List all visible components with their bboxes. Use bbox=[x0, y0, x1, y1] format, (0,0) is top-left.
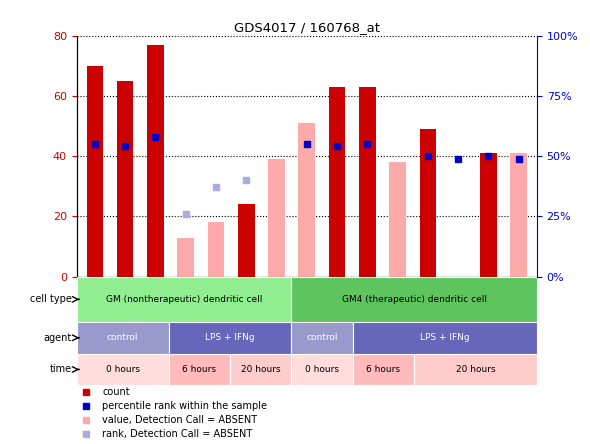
Bar bbox=[353, 322, 537, 353]
Bar bbox=[329, 87, 345, 277]
Title: GDS4017 / 160768_at: GDS4017 / 160768_at bbox=[234, 21, 380, 34]
Text: 0 hours: 0 hours bbox=[305, 365, 339, 374]
Text: value, Detection Call = ABSENT: value, Detection Call = ABSENT bbox=[102, 415, 257, 425]
Bar bbox=[117, 81, 133, 277]
Bar bbox=[299, 123, 315, 277]
Bar bbox=[169, 322, 291, 353]
Text: GM4 (therapeutic) dendritic cell: GM4 (therapeutic) dendritic cell bbox=[342, 295, 487, 304]
Bar bbox=[77, 353, 169, 385]
Text: control: control bbox=[107, 333, 139, 342]
Bar bbox=[419, 129, 436, 277]
Bar bbox=[169, 353, 230, 385]
Text: agent: agent bbox=[44, 333, 72, 343]
Bar bbox=[353, 353, 414, 385]
Text: LPS + IFNg: LPS + IFNg bbox=[205, 333, 255, 342]
Text: percentile rank within the sample: percentile rank within the sample bbox=[102, 401, 267, 411]
Text: 6 hours: 6 hours bbox=[182, 365, 217, 374]
Bar bbox=[147, 44, 164, 277]
Bar bbox=[268, 159, 285, 277]
Bar bbox=[230, 353, 291, 385]
Text: GM (nontherapeutic) dendritic cell: GM (nontherapeutic) dendritic cell bbox=[106, 295, 263, 304]
Text: LPS + IFNg: LPS + IFNg bbox=[420, 333, 470, 342]
Text: time: time bbox=[50, 365, 72, 374]
Bar bbox=[414, 353, 537, 385]
Bar bbox=[238, 204, 254, 277]
Bar bbox=[87, 66, 103, 277]
Bar bbox=[178, 238, 194, 277]
Bar bbox=[389, 162, 406, 277]
Text: control: control bbox=[306, 333, 338, 342]
Text: rank, Detection Call = ABSENT: rank, Detection Call = ABSENT bbox=[102, 429, 253, 439]
Bar bbox=[291, 322, 353, 353]
Bar bbox=[291, 353, 353, 385]
Bar bbox=[480, 153, 497, 277]
Text: 20 hours: 20 hours bbox=[241, 365, 281, 374]
Text: count: count bbox=[102, 387, 130, 397]
Bar bbox=[359, 87, 376, 277]
Bar bbox=[77, 277, 291, 322]
Bar bbox=[510, 153, 527, 277]
Text: 6 hours: 6 hours bbox=[366, 365, 401, 374]
Text: 0 hours: 0 hours bbox=[106, 365, 140, 374]
Bar bbox=[291, 277, 537, 322]
Bar bbox=[208, 222, 224, 277]
Bar bbox=[77, 322, 169, 353]
Text: cell type: cell type bbox=[30, 294, 72, 304]
Text: 20 hours: 20 hours bbox=[455, 365, 496, 374]
